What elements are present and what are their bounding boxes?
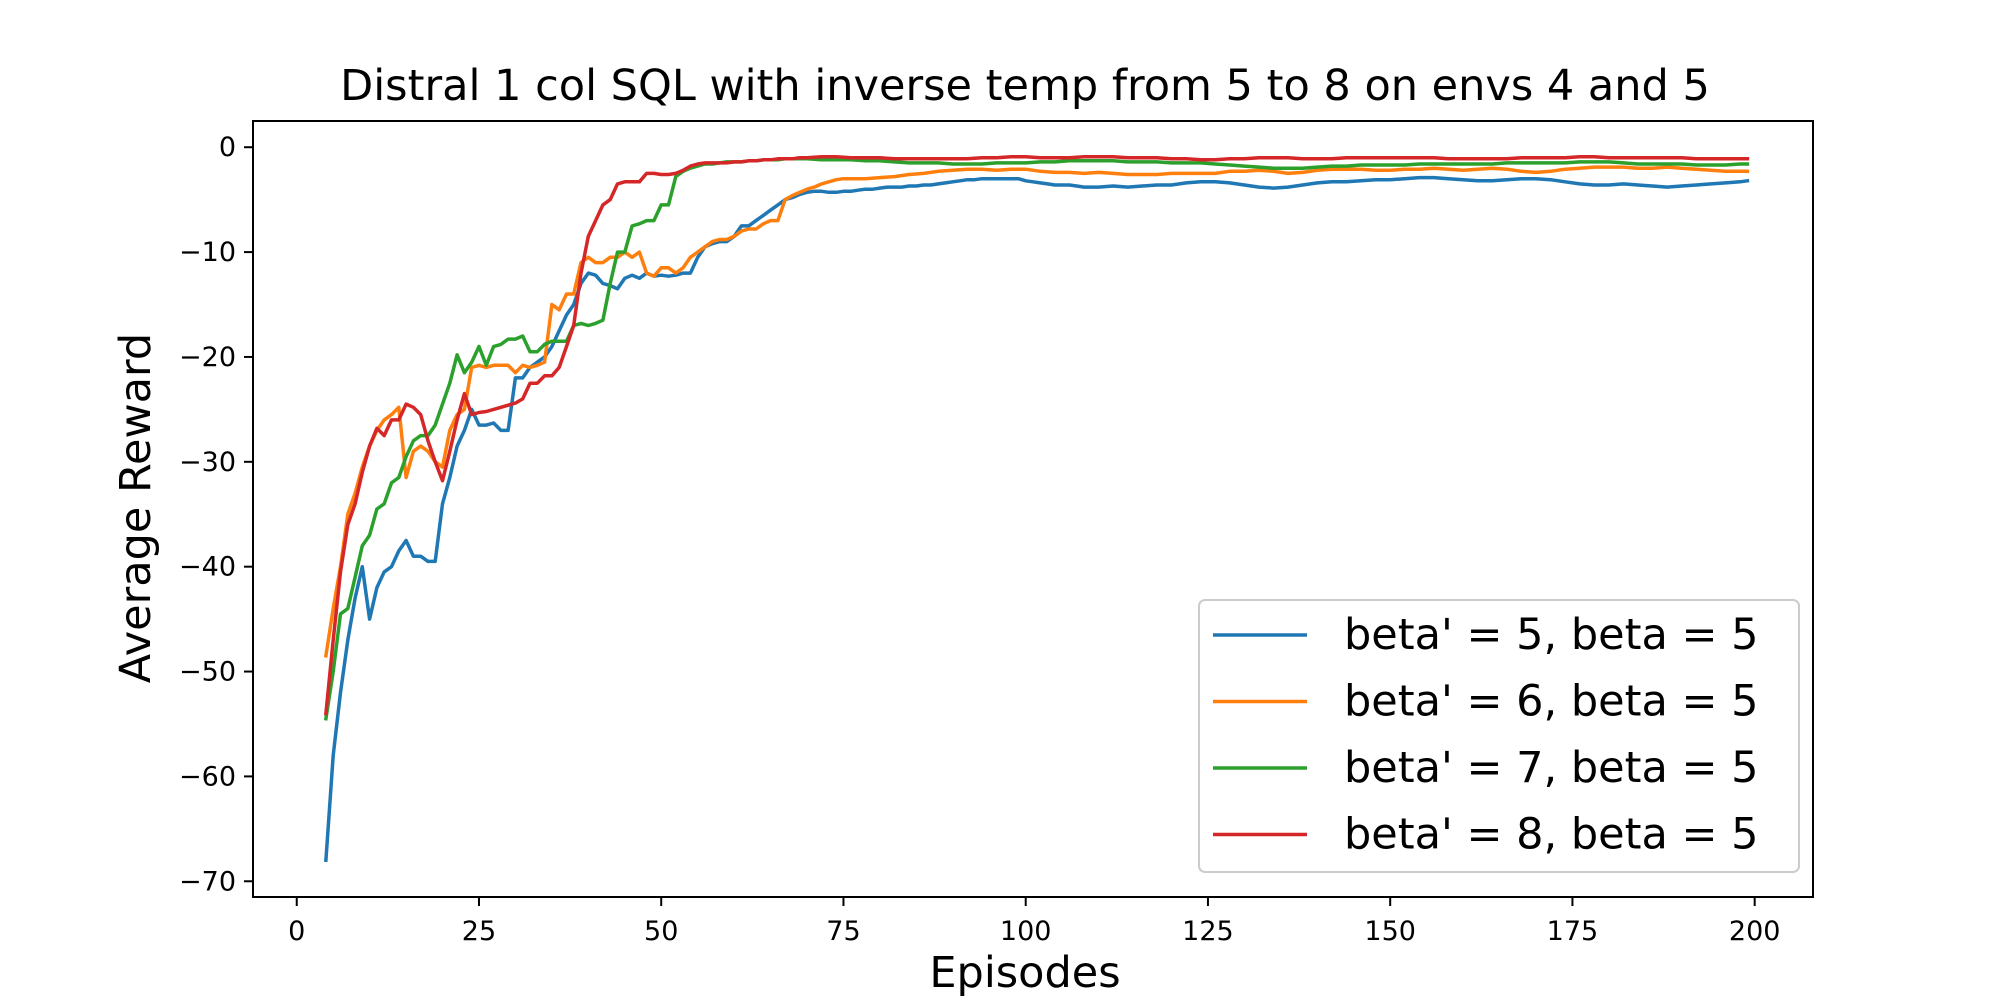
y-tick-label: −50	[179, 657, 236, 688]
axis-ticks: 0 25 50 75 100 125 150 175 200 0 −10 −20 −30 −40 −50 −6…	[179, 132, 1780, 947]
plot-frame	[252, 120, 1814, 898]
y-tick-label: 0	[219, 132, 236, 163]
x-tick-label: 100	[1000, 916, 1052, 947]
legend-label: beta' = 5, beta = 5	[1344, 610, 1759, 660]
x-tick-label: 75	[826, 916, 860, 947]
x-tick-label: 0	[288, 916, 305, 947]
chart-title: Distral 1 col SQL with inverse temp from…	[340, 61, 1710, 111]
legend-label: beta' = 7, beta = 5	[1344, 743, 1759, 793]
legend: beta' = 5, beta = 5 beta' = 6, beta = 5 be…	[1198, 599, 1800, 873]
x-tick-label: 150	[1364, 916, 1416, 947]
series-line-4	[323, 154, 1750, 716]
x-axis-label: Episodes	[929, 948, 1120, 998]
legend-label: beta' = 6, beta = 5	[1344, 677, 1759, 727]
plot-area	[323, 154, 1750, 863]
x-tick-label: 25	[462, 916, 496, 947]
series-line-2	[323, 165, 1750, 658]
x-tick-label: 175	[1547, 916, 1599, 947]
x-tick-label: 125	[1182, 916, 1234, 947]
x-tick-label: 200	[1729, 916, 1781, 947]
y-tick-label: −70	[179, 866, 236, 897]
y-tick-label: −60	[179, 761, 236, 792]
y-tick-label: −40	[179, 552, 236, 583]
x-tick-label: 50	[644, 916, 678, 947]
legend-label: beta' = 8, beta = 5	[1344, 810, 1759, 860]
y-axis-label: Average Reward	[111, 333, 161, 683]
y-tick-label: −20	[179, 342, 236, 373]
legend-box	[1198, 599, 1800, 873]
series-line-1	[324, 175, 1750, 863]
y-tick-label: −10	[179, 237, 236, 268]
y-tick-label: −30	[179, 447, 236, 478]
